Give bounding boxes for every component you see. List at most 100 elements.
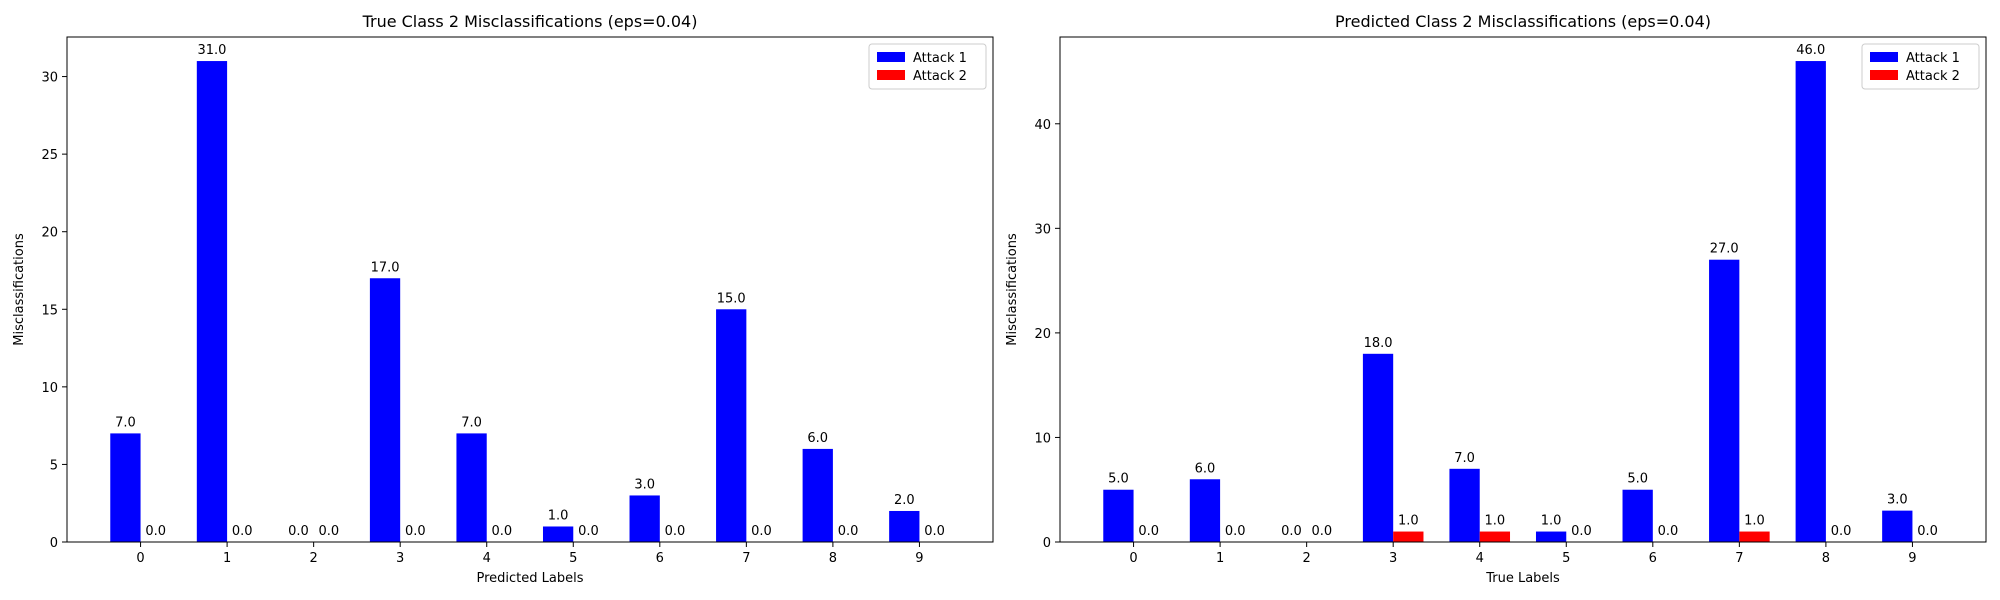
x-tick-label-6: 6 [1649, 551, 1657, 566]
data-label-attack-2-cat-7: 1.0 [1744, 514, 1765, 529]
data-label-attack-2-cat-0: 0.0 [1138, 524, 1159, 539]
x-tick-label-9: 9 [1908, 551, 1916, 566]
bar-attack-1-cat-5 [542, 526, 574, 542]
plot-area-frame [1059, 36, 1987, 543]
x-tick-label-6: 6 [656, 551, 664, 566]
legend-swatch-attack-1 [877, 52, 905, 62]
legend: Attack 1 Attack 2 [1861, 43, 1980, 90]
x-axis-label: True Labels [1485, 571, 1560, 586]
x-tick-label-4: 4 [1476, 551, 1484, 566]
data-label-attack-1-cat-3: 18.0 [1364, 336, 1393, 351]
data-label-attack-2-cat-7: 0.0 [751, 524, 772, 539]
data-label-attack-2-cat-8: 0.0 [838, 524, 859, 539]
data-label-attack-1-cat-2: 0.0 [288, 524, 309, 539]
bar-attack-1-cat-3 [369, 278, 401, 542]
bar-attack-1-cat-1 [1189, 479, 1221, 542]
x-tick-label-3: 3 [1389, 551, 1397, 566]
chart-title: True Class 2 Misclassifications (eps=0.0… [362, 12, 698, 31]
x-tick-label-8: 8 [829, 551, 837, 566]
legend-swatch-attack-1 [1870, 52, 1898, 62]
x-tick-label-1: 1 [223, 551, 231, 566]
data-label-attack-1-cat-1: 6.0 [1195, 461, 1216, 476]
data-label-attack-2-cat-5: 0.0 [578, 524, 599, 539]
y-tick-label-0: 0 [50, 536, 58, 551]
data-label-attack-2-cat-6: 0.0 [665, 524, 686, 539]
bar-attack-1-cat-8 [1795, 61, 1826, 543]
x-tick-label-0: 0 [136, 551, 144, 566]
data-label-attack-2-cat-9: 0.0 [1917, 524, 1938, 539]
data-label-attack-1-cat-4: 7.0 [1454, 451, 1475, 466]
y-axis-label: Misclassifications [12, 233, 27, 346]
data-label-attack-2-cat-3: 0.0 [405, 524, 426, 539]
legend-label-attack-2: Attack 2 [1906, 69, 1960, 84]
bar-attack-1-cat-6 [629, 495, 660, 542]
chart-panel-predicted-class-2: 5.06.00.018.07.01.05.027.046.03.00.0 0.0 0… [1005, 12, 1987, 586]
x-tick-label-5: 5 [1562, 551, 1570, 566]
data-label-attack-1-cat-8: 6.0 [807, 431, 828, 446]
data-label-attack-2-cat-6: 0.0 [1658, 524, 1679, 539]
data-label-attack-2-cat-8: 0.0 [1831, 524, 1852, 539]
bar-attack-1-cat-4 [456, 433, 487, 542]
data-label-attack-1-cat-5: 1.0 [1541, 514, 1562, 529]
data-label-attack-1-cat-7: 15.0 [717, 291, 746, 306]
data-label-attack-2-cat-2: 0.0 [318, 524, 339, 539]
y-tick-label-30: 30 [41, 71, 58, 86]
data-label-attack-1-cat-7: 27.0 [1710, 242, 1739, 257]
data-label-attack-2-cat-5: 0.0 [1571, 524, 1592, 539]
y-tick-label-10: 10 [1034, 431, 1051, 446]
bar-attack-1-cat-7 [716, 309, 747, 542]
legend-swatch-attack-2 [1870, 70, 1898, 80]
x-tick-label-5: 5 [569, 551, 577, 566]
y-tick-label-25: 25 [41, 148, 58, 163]
data-label-attack-2-cat-0: 0.0 [145, 524, 166, 539]
x-tick-label-9: 9 [915, 551, 923, 566]
bar-attack-1-cat-4 [1449, 468, 1480, 542]
chart-title: Predicted Class 2 Misclassifications (ep… [1335, 12, 1711, 31]
bar-attack-1-cat-8 [802, 448, 833, 542]
legend-label-attack-1: Attack 1 [1906, 51, 1960, 66]
bar-attack-1-cat-3 [1362, 353, 1394, 542]
data-label-attack-2-cat-4: 0.0 [492, 524, 513, 539]
data-label-attack-1-cat-9: 2.0 [894, 493, 915, 508]
data-label-attack-2-cat-1: 0.0 [1225, 524, 1246, 539]
y-tick-label-20: 20 [1034, 327, 1051, 342]
y-tick-label-30: 30 [1034, 222, 1051, 237]
x-tick-label-0: 0 [1129, 551, 1137, 566]
x-tick-label-3: 3 [396, 551, 404, 566]
data-label-attack-1-cat-5: 1.0 [548, 508, 569, 523]
legend: Attack 1 Attack 2 [868, 43, 987, 90]
bar-attack-1-cat-6 [1622, 489, 1653, 542]
data-label-attack-1-cat-1: 31.0 [197, 43, 226, 58]
y-tick-label-5: 5 [50, 458, 58, 473]
bar-attack-1-cat-1 [196, 61, 228, 543]
x-axis-label: Predicted Labels [476, 571, 583, 586]
y-tick-label-20: 20 [41, 226, 58, 241]
plot-area-frame [66, 36, 994, 543]
x-tick-label-4: 4 [483, 551, 491, 566]
x-tick-label-1: 1 [1216, 551, 1224, 566]
bar-attack-1-cat-5 [1535, 531, 1567, 542]
data-label-attack-1-cat-0: 7.0 [115, 415, 136, 430]
y-axis-label: Misclassifications [1005, 233, 1020, 346]
x-tick-label-2: 2 [310, 551, 318, 566]
legend-label-attack-2: Attack 2 [913, 69, 967, 84]
data-label-attack-2-cat-3: 1.0 [1398, 514, 1419, 529]
y-tick-label-0: 0 [1043, 536, 1051, 551]
data-label-attack-1-cat-8: 46.0 [1796, 43, 1825, 58]
bar-attack-1-cat-0 [1103, 489, 1134, 542]
x-tick-label-8: 8 [1822, 551, 1830, 566]
y-tick-label-10: 10 [41, 381, 58, 396]
data-label-attack-2-cat-1: 0.0 [232, 524, 253, 539]
data-label-attack-1-cat-9: 3.0 [1887, 493, 1908, 508]
bar-attack-1-cat-7 [1709, 259, 1740, 542]
chart-panel-true-class-2: 7.031.00.017.07.01.03.015.06.02.00.0 0.0 0… [12, 12, 994, 586]
data-label-attack-1-cat-6: 5.0 [1627, 472, 1648, 487]
bar-attack-1-cat-9 [1882, 510, 1913, 542]
bar-attack-1-cat-0 [110, 433, 141, 542]
data-label-attack-1-cat-4: 7.0 [461, 415, 482, 430]
bar-attack-1-cat-9 [889, 510, 920, 542]
data-label-attack-2-cat-4: 1.0 [1485, 514, 1506, 529]
data-label-attack-1-cat-0: 5.0 [1108, 472, 1129, 487]
bar-attack-2-cat-4 [1479, 531, 1511, 542]
